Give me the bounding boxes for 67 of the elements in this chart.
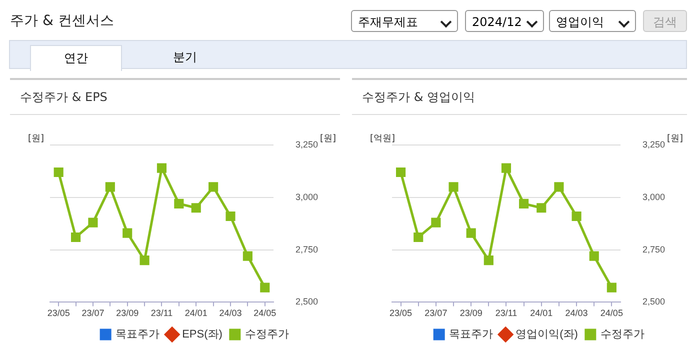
text: 분기 bbox=[172, 49, 198, 66]
x-tick-label: 23/11 bbox=[495, 308, 518, 318]
point bbox=[174, 198, 184, 208]
x-tick-label: 23/09 bbox=[460, 308, 482, 318]
chart-title: 수정주가 & EPS bbox=[10, 80, 340, 115]
y2-tick-label: 3,000 bbox=[295, 192, 318, 202]
x-tick-label: 24/01 bbox=[184, 308, 208, 318]
legend-label: 수정주가 bbox=[244, 328, 289, 341]
y2-tick-label: 2,500 bbox=[642, 296, 666, 307]
text: 주재무제표 bbox=[358, 15, 418, 29]
x-tick-label: 24/05 bbox=[600, 308, 623, 318]
point bbox=[122, 228, 132, 238]
y2-tick-label: 2,750 bbox=[642, 244, 666, 254]
x-tick-label: 24/03 bbox=[219, 308, 242, 318]
x-tick-label: 23/05 bbox=[47, 308, 70, 318]
point bbox=[242, 251, 252, 261]
point bbox=[466, 228, 476, 238]
point bbox=[226, 211, 236, 222]
point bbox=[396, 167, 406, 178]
point bbox=[54, 167, 64, 178]
y2-tick-label: 2,750 bbox=[295, 244, 318, 254]
point bbox=[572, 211, 582, 222]
point bbox=[589, 251, 599, 261]
point bbox=[519, 198, 529, 208]
y2-tick-label: 3,250 bbox=[642, 139, 666, 150]
text: 주가 & 컨센서스 bbox=[10, 12, 114, 30]
text: 연간 bbox=[30, 45, 122, 71]
point bbox=[501, 163, 512, 173]
point bbox=[448, 182, 458, 192]
text: 영업이익 bbox=[556, 15, 604, 29]
x-tick-label: 23/11 bbox=[150, 308, 173, 318]
point bbox=[606, 282, 616, 292]
x-tick-label: 23/09 bbox=[116, 308, 139, 318]
y2-tick-label: 3,250 bbox=[295, 139, 318, 150]
text: 2024/12 bbox=[472, 15, 522, 29]
point bbox=[431, 218, 441, 228]
legend-label: 목표주가 bbox=[116, 328, 160, 341]
x-tick-label: 23/05 bbox=[390, 308, 412, 318]
point bbox=[414, 232, 424, 242]
x-tick-label: 24/01 bbox=[530, 308, 553, 318]
point bbox=[156, 163, 167, 173]
x-tick-label: 23/07 bbox=[82, 308, 104, 318]
x-tick-label: 24/05 bbox=[254, 308, 276, 318]
legend-label: 목표주가 bbox=[449, 328, 494, 341]
point bbox=[536, 203, 546, 213]
legend-label: 영업이익(좌) bbox=[516, 328, 578, 341]
text: 검색 bbox=[643, 10, 687, 32]
x-tick-label: 24/03 bbox=[565, 308, 588, 318]
y-axis-title: [원] bbox=[28, 134, 44, 144]
point bbox=[88, 218, 98, 228]
y2-axis-title: [원] bbox=[666, 134, 683, 144]
legend-label: 수정주가 bbox=[600, 328, 644, 341]
x-tick-label: 23/07 bbox=[424, 308, 448, 318]
y2-tick-label: 2,500 bbox=[295, 296, 318, 307]
legend-label: EPS(좌) bbox=[182, 328, 222, 341]
chart-title: 수정주가 & 영업이익 bbox=[352, 80, 687, 115]
y2-axis-title: [원] bbox=[320, 134, 336, 144]
point bbox=[260, 282, 270, 292]
point bbox=[554, 182, 564, 192]
point bbox=[484, 255, 494, 266]
y2-tick-label: 3,000 bbox=[642, 192, 666, 202]
point bbox=[208, 182, 218, 192]
y-axis-title: [억원] bbox=[370, 134, 396, 144]
point bbox=[105, 182, 115, 192]
point bbox=[140, 255, 150, 266]
point bbox=[191, 203, 201, 213]
point bbox=[71, 232, 81, 242]
